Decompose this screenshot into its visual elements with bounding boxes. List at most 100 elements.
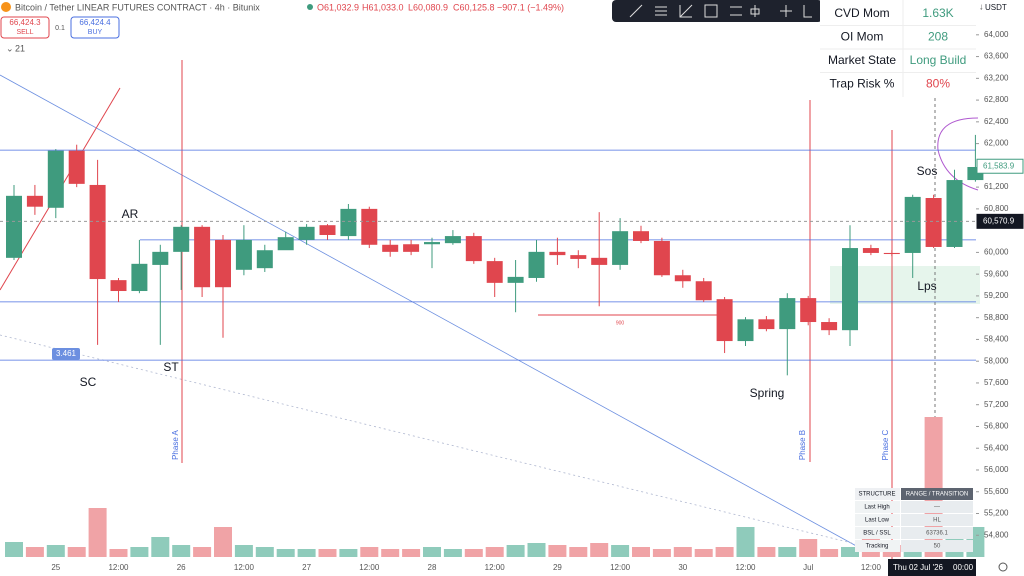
y-tick-label: 62,800	[984, 95, 1009, 104]
indicator-count[interactable]: 21	[15, 43, 25, 53]
volume-bar	[736, 527, 755, 557]
y-tick-label: 55,200	[984, 509, 1009, 518]
buy-price[interactable]: 66,424.4	[79, 18, 111, 27]
y-tick-label: 57,200	[984, 400, 1009, 409]
arrow-down[interactable]: ↓	[979, 1, 984, 11]
y-tick-label: 58,400	[984, 335, 1009, 344]
annotation: Phase B	[798, 430, 807, 460]
struct-cell	[855, 540, 900, 552]
x-tick-label: 12:00	[861, 563, 882, 572]
volume-bar	[318, 549, 337, 557]
volume-bar	[109, 549, 128, 557]
struct-cell	[901, 514, 973, 526]
candle-body	[319, 225, 336, 235]
candle-body	[800, 298, 817, 323]
x-tick-label: 29	[553, 563, 562, 572]
buy-label[interactable]: BUY	[88, 29, 103, 36]
price-tag	[976, 213, 1024, 229]
candle-body	[904, 196, 921, 253]
volume-bar	[402, 549, 421, 557]
candle-body	[465, 236, 482, 262]
crosshair-time: 00:00	[953, 563, 974, 572]
candle-body	[591, 257, 608, 265]
volume-bar	[276, 549, 295, 557]
volume-bar	[569, 547, 588, 557]
toolbar-icons[interactable]	[629, 4, 812, 18]
struct-value: 50	[934, 544, 941, 550]
symbol: Bitcoin / Tether LINEAR FUTURES CONTRACT…	[15, 2, 260, 12]
struct-cell	[855, 514, 900, 526]
annotation: SC	[80, 375, 97, 389]
buy-button[interactable]	[70, 16, 120, 39]
candle-body	[695, 281, 712, 301]
candle-body	[110, 280, 127, 292]
volume-bar	[234, 545, 253, 557]
volume-bar	[297, 549, 316, 557]
ohlc-high: H61,033.0	[362, 2, 404, 12]
y-tick-label: 58,800	[984, 313, 1009, 322]
volume-bar	[673, 547, 692, 557]
annotation: Phase A	[171, 429, 180, 459]
candle-body	[507, 276, 524, 283]
y-tick-label: 59,600	[984, 269, 1009, 278]
struct-label: Last Low	[865, 518, 890, 524]
struct-cell	[901, 501, 973, 513]
trend-line	[0, 74, 861, 549]
struct-label: BSL / SSL	[863, 531, 891, 537]
x-tick-label: 12:00	[735, 563, 756, 572]
ohlc-open: O61,032.9	[317, 2, 359, 12]
settings-icon[interactable]	[998, 562, 1008, 572]
ohlc-low: L60,080.9	[408, 2, 448, 12]
struct-label: STRUCTURE	[859, 492, 896, 498]
struct-cell	[901, 488, 973, 500]
candle-body	[925, 198, 942, 247]
x-tick-label: 27	[302, 563, 311, 572]
struct-value: HL	[933, 518, 941, 524]
volume-bar	[381, 549, 400, 557]
candle-body	[382, 244, 399, 252]
candle-body	[842, 248, 858, 331]
y-tick-label: 60,800	[984, 204, 1009, 213]
volume-bar	[757, 547, 776, 557]
label-box	[52, 348, 80, 360]
price-tag	[976, 158, 1024, 174]
indicator-toggle[interactable]: ⌄	[6, 43, 14, 53]
volume-bar	[214, 527, 232, 557]
volume-bar	[464, 549, 483, 557]
volume-bar	[652, 549, 671, 557]
candle-body	[277, 237, 294, 251]
volume-bar	[778, 547, 797, 557]
candle-body	[26, 195, 43, 207]
volume-bar	[443, 549, 462, 557]
struct-value: RANGE / TRANSITION	[906, 492, 969, 498]
volume-bar	[632, 547, 650, 557]
struct-cell	[901, 540, 973, 552]
stat-label: Trap Risk %	[830, 77, 895, 91]
candle-body	[737, 319, 754, 342]
sell-label[interactable]: SELL	[16, 29, 33, 36]
y-tick-label: 63,200	[984, 73, 1009, 82]
y-tick-label: 62,400	[984, 117, 1009, 126]
volume-bar	[611, 545, 630, 557]
struct-value: 63736.1	[926, 531, 948, 537]
currency[interactable]: USDT	[985, 3, 1007, 12]
volume-bar	[841, 547, 859, 557]
x-tick-label: 12:00	[485, 563, 506, 572]
volume-bar	[423, 547, 441, 557]
sell-price[interactable]: 66,424.3	[9, 18, 41, 27]
y-tick-label: 58,000	[984, 356, 1009, 365]
candle-body	[256, 250, 273, 269]
sell-button[interactable]	[0, 16, 50, 39]
y-tick-label: 64,000	[984, 30, 1009, 39]
ohlc-close: C60,125.8	[453, 2, 495, 12]
x-tick-label: 12:00	[359, 563, 380, 572]
candle-body	[361, 208, 378, 245]
y-tick-label: 56,800	[984, 422, 1009, 431]
price-tag-label: 61,583.9	[983, 161, 1015, 170]
candle-body	[883, 252, 900, 255]
stat-value: 80%	[926, 77, 950, 91]
annotation: 900	[616, 320, 625, 326]
qty[interactable]: 0.1	[55, 25, 65, 32]
candle-body	[235, 239, 252, 270]
x-tick-label: 28	[428, 563, 437, 572]
